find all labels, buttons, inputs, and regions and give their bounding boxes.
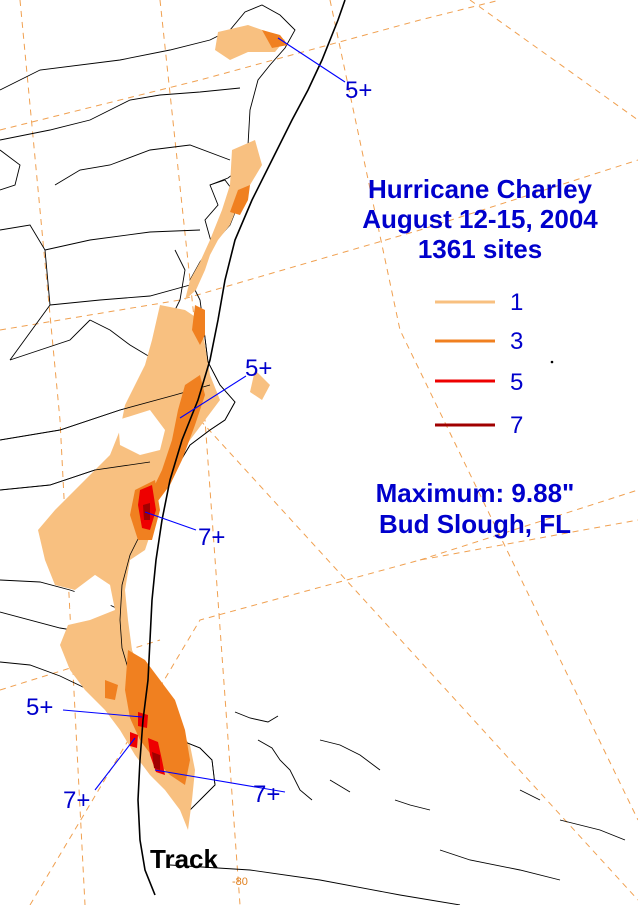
annotation-fl-south: 7+ <box>253 781 280 808</box>
legend-label-7: 7 <box>510 412 523 439</box>
longitude-label: -80 <box>232 876 248 888</box>
annotation-fl-southwest: 7+ <box>63 787 90 814</box>
maximum-location: Bud Slough, FL <box>379 509 571 539</box>
annotation-carolina: 5+ <box>245 355 272 382</box>
contour-gaps <box>70 410 165 612</box>
legend-label-5: 5 <box>510 369 523 396</box>
track-label: Track <box>150 844 218 874</box>
legend: 1 3 5 7 <box>435 289 523 439</box>
title-line-1: Hurricane Charley <box>368 174 593 204</box>
annotation-arrows <box>62 37 346 793</box>
contour-level-7 <box>143 503 160 770</box>
annotation-fl-west: 5+ <box>26 694 53 721</box>
map-speck <box>550 360 554 364</box>
maximum-value: Maximum: 9.88" <box>376 478 575 508</box>
legend-label-3: 3 <box>510 328 523 355</box>
annotation-maine: 5+ <box>345 77 372 104</box>
legend-label-1: 1 <box>510 289 523 316</box>
caribbean-islands <box>169 711 626 905</box>
title-line-3: 1361 sites <box>418 234 542 264</box>
annotation-south-carolina: 7+ <box>198 524 225 551</box>
title-line-2: August 12-15, 2004 <box>362 204 598 234</box>
hurricane-track <box>137 0 346 896</box>
